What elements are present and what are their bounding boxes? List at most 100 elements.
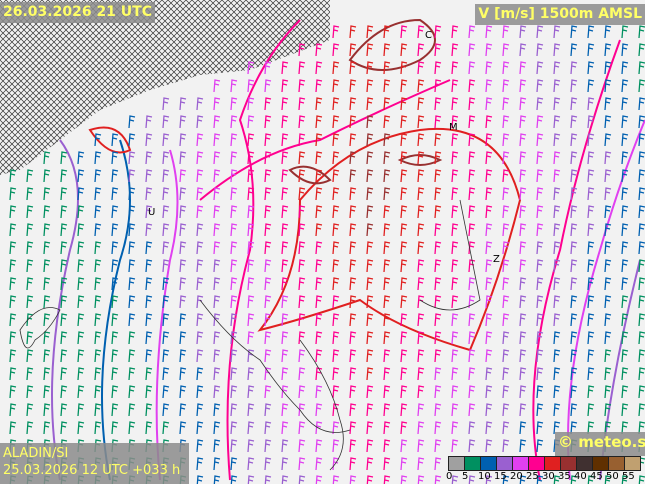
wind-barb: [451, 151, 459, 165]
wind-barb: [196, 439, 204, 453]
wind-barb: [502, 241, 510, 255]
wind-barb: [315, 367, 323, 381]
wind-barb: [315, 475, 323, 484]
wind-barb: [519, 133, 527, 147]
wind-barb: [77, 241, 85, 255]
wind-barb: [553, 115, 561, 129]
wind-barb: [434, 349, 442, 363]
wind-barb: [366, 331, 374, 345]
wind-barb: [26, 331, 34, 345]
wind-barb: [145, 259, 153, 273]
wind-barb: [604, 115, 612, 129]
wind-barb: [349, 259, 357, 273]
wind-barb: [162, 151, 170, 165]
wind-barb: [553, 25, 561, 39]
wind-barb: [366, 43, 374, 57]
wind-barb: [553, 295, 561, 309]
wind-barb: [451, 241, 459, 255]
wind-barb: [553, 151, 561, 165]
wind-barb: [570, 133, 578, 147]
wind-barb: [145, 277, 153, 291]
wind-barb: [43, 313, 51, 327]
wind-barb: [349, 331, 357, 345]
wind-barb: [434, 223, 442, 237]
wind-barb: [604, 277, 612, 291]
legend-swatch: [609, 457, 625, 470]
wind-barb: [77, 169, 85, 183]
wind-barb: [332, 331, 340, 345]
wind-barb: [94, 385, 102, 399]
wind-barb: [111, 169, 119, 183]
wind-barb: [400, 385, 408, 399]
wind-barb: [298, 79, 306, 93]
wind-barb: [383, 349, 391, 363]
wind-barb: [553, 79, 561, 93]
wind-barb: [77, 223, 85, 237]
wind-barb: [485, 169, 493, 183]
wind-barb: [587, 367, 595, 381]
wind-barb: [247, 187, 255, 201]
wind-barb: [451, 421, 459, 435]
legend-swatch: [497, 457, 513, 470]
wind-barb: [621, 421, 629, 435]
wind-barb: [621, 43, 629, 57]
wind-barb: [383, 205, 391, 219]
wind-barb: [145, 385, 153, 399]
wind-barb: [349, 151, 357, 165]
wind-barb: [162, 97, 170, 111]
wind-barb: [111, 313, 119, 327]
wind-barb: [332, 97, 340, 111]
wind-barb: [383, 313, 391, 327]
wind-barb: [417, 79, 425, 93]
wind-barb: [349, 223, 357, 237]
wind-barb: [570, 61, 578, 75]
wind-barb: [145, 421, 153, 435]
wind-barb: [570, 97, 578, 111]
wind-barb: [570, 367, 578, 381]
wind-barb: [213, 259, 221, 273]
wind-barb: [264, 277, 272, 291]
wind-barb: [315, 241, 323, 255]
wind-barb: [9, 187, 17, 201]
wind-barb: [213, 439, 221, 453]
wind-barb: [468, 421, 476, 435]
wind-barb: [162, 421, 170, 435]
wind-barb: [536, 277, 544, 291]
wind-barb: [417, 187, 425, 201]
wind-barb: [60, 331, 68, 345]
wind-barb: [43, 223, 51, 237]
wind-barb: [519, 241, 527, 255]
wind-barb: [587, 79, 595, 93]
wind-barb: [434, 277, 442, 291]
wind-barb: [468, 313, 476, 327]
wind-barb: [587, 331, 595, 345]
wind-barb: [213, 169, 221, 183]
wind-barb: [230, 151, 238, 165]
wind-barb: [332, 79, 340, 93]
wind-barb: [213, 241, 221, 255]
wind-barb: [553, 277, 561, 291]
wind-barb: [111, 421, 119, 435]
wind-barb: [400, 151, 408, 165]
wind-barb: [281, 97, 289, 111]
wind-barb: [145, 151, 153, 165]
legend-tick: 25: [526, 471, 539, 482]
wind-barb: [264, 61, 272, 75]
legend-swatch: [481, 457, 497, 470]
wind-barb: [434, 421, 442, 435]
wind-barb: [621, 25, 629, 39]
wind-barb: [570, 187, 578, 201]
wind-barb: [400, 241, 408, 255]
wind-barb: [638, 97, 645, 111]
wind-barb: [553, 133, 561, 147]
wind-barb: [638, 367, 645, 381]
wind-barb: [400, 133, 408, 147]
wind-barb: [519, 331, 527, 345]
wind-barb: [383, 151, 391, 165]
wind-barb: [468, 61, 476, 75]
legend-swatch: [545, 457, 561, 470]
wind-barb: [264, 421, 272, 435]
wind-barb: [587, 403, 595, 417]
wind-barb: [604, 169, 612, 183]
wind-barb: [621, 241, 629, 255]
